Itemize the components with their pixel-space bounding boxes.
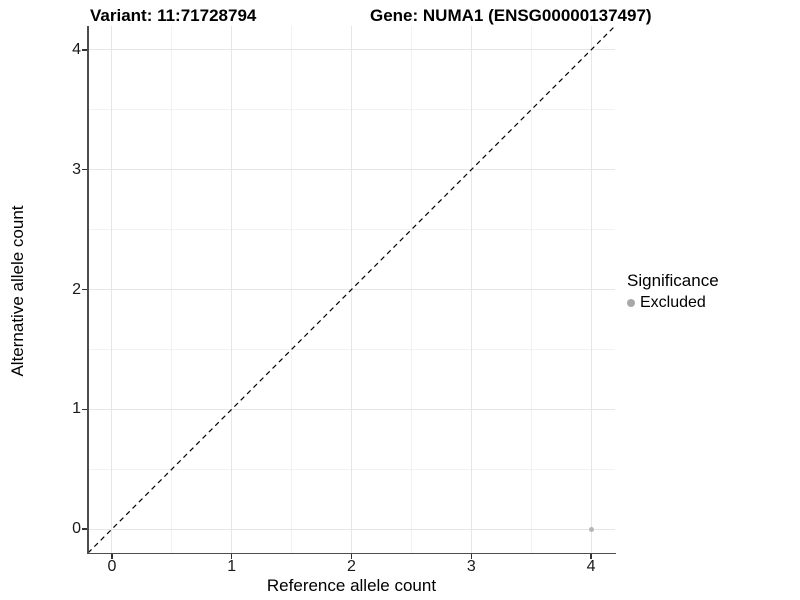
- y-axis-line: [87, 26, 89, 554]
- legend-entries: Excluded: [627, 294, 719, 312]
- gridline-y-major: [88, 49, 615, 51]
- y-tick-label: 2: [72, 280, 81, 298]
- legend-key-dot: [627, 299, 635, 307]
- y-tick-label: 1: [72, 400, 81, 418]
- x-tick-mark: [590, 554, 592, 559]
- y-tick-label: 4: [72, 40, 81, 58]
- x-tick-label: 3: [466, 558, 476, 575]
- y-tick-mark: [82, 169, 87, 171]
- gridline-y-major: [88, 528, 615, 530]
- legend: Significance Excluded: [627, 271, 719, 312]
- x-tick-mark: [111, 554, 113, 559]
- x-tick-label: 0: [107, 558, 117, 575]
- x-tick-mark: [470, 554, 472, 559]
- x-axis-line: [87, 552, 616, 554]
- y-tick-mark: [82, 49, 87, 51]
- x-tick-mark: [231, 554, 233, 559]
- y-tick-label: 3: [72, 160, 81, 178]
- data-point: [588, 526, 594, 532]
- plot-panel: 0 1 2 3 4 0 1 2 3 4: [72, 26, 616, 575]
- x-tick-label: 1: [227, 558, 237, 575]
- legend-entry-label: Excluded: [640, 294, 706, 311]
- gridline-y-major: [88, 408, 615, 410]
- legend-title: Significance: [627, 271, 719, 290]
- y-tick-label: 0: [72, 520, 81, 538]
- x-tick-mark: [350, 554, 353, 559]
- x-axis-title: Reference allele count: [266, 576, 437, 595]
- gene-title: Gene: NUMA1 (ENSG00000137497): [370, 6, 652, 25]
- x-tick-label: 2: [347, 558, 356, 575]
- y-axis-title: Alternative allele count: [8, 205, 27, 377]
- identity-line: [88, 26, 615, 553]
- legend-entry: Excluded: [627, 294, 719, 312]
- y-tick-mark: [82, 288, 87, 291]
- x-tick-label: 4: [586, 558, 596, 575]
- y-tick-mark: [82, 408, 87, 410]
- variant-title: Variant: 11:71728794: [90, 6, 257, 25]
- y-tick-mark: [82, 528, 87, 530]
- gridline-y-major: [88, 169, 615, 171]
